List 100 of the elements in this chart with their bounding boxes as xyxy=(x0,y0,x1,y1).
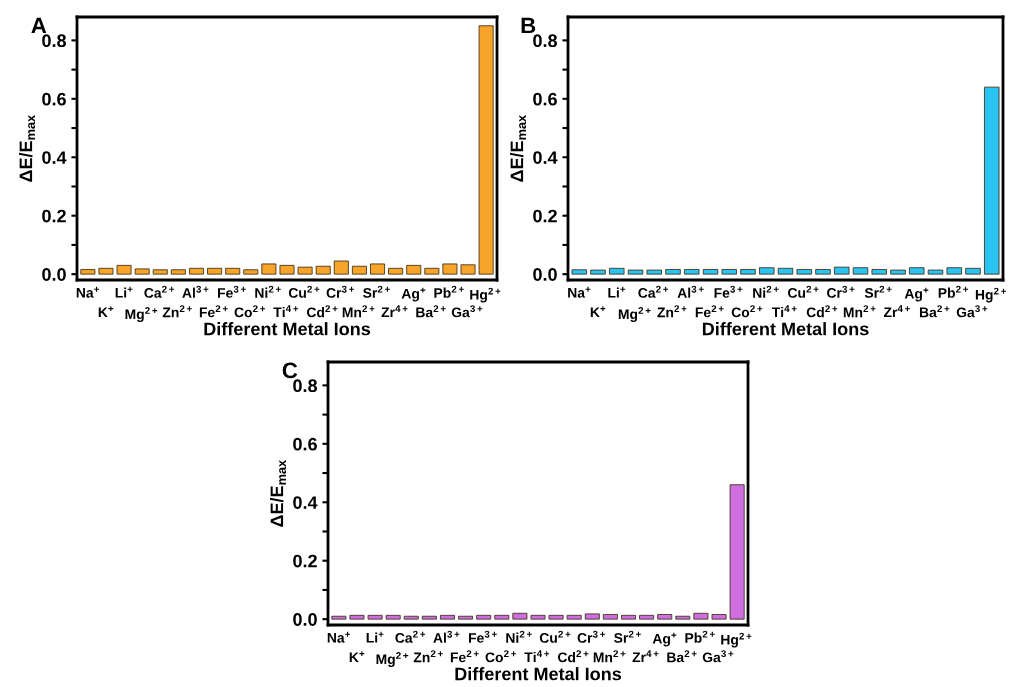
bar xyxy=(693,612,709,620)
bar xyxy=(909,267,925,275)
x-tick-label: Mg$^{2+}$ xyxy=(376,652,409,667)
y-tick-label: 0.2 xyxy=(293,554,317,568)
bar xyxy=(675,615,691,620)
bar xyxy=(421,615,437,620)
y-tick-label: 0.0 xyxy=(42,268,66,281)
x-tick-label: Al$^{3+}$ xyxy=(677,285,704,298)
bar xyxy=(189,267,204,275)
bar xyxy=(351,265,367,275)
x-tick-label: Pb$^{2+}$ xyxy=(685,630,715,643)
bar xyxy=(403,615,419,620)
bar xyxy=(315,265,331,275)
x-tick-label: Ca$^{2+}$ xyxy=(395,630,426,643)
bar xyxy=(927,269,944,275)
y-tick-label: 0.6 xyxy=(293,437,317,451)
x-tick-label: Cr$^{3+}$ xyxy=(827,285,855,298)
bar xyxy=(134,268,150,275)
x-tick-label: Zr$^{4+}$ xyxy=(632,650,659,663)
bar xyxy=(984,86,1000,275)
x-tick-label: Ti$^{4+}$ xyxy=(524,650,550,663)
x-tick-label: Sr$^{2+}$ xyxy=(363,285,390,298)
bar xyxy=(657,614,673,620)
bar xyxy=(243,269,259,275)
x-tick-label: Mg$^{2+}$ xyxy=(618,307,651,322)
bar xyxy=(385,614,401,620)
x-tick-label: Fe$^{3+}$ xyxy=(714,285,743,298)
x-tick-label: Al$^{3+}$ xyxy=(182,285,209,298)
x-tick-label: Ga$^{3+}$ xyxy=(956,305,988,318)
x-tick-label: K$^{+}$ xyxy=(349,651,365,663)
bar xyxy=(349,614,365,620)
bar xyxy=(388,267,404,275)
x-tick-label: Ba$^{2+}$ xyxy=(919,305,950,318)
bar xyxy=(207,267,223,275)
x-tick-label: Cr$^{3+}$ xyxy=(326,285,355,298)
bar xyxy=(759,267,775,275)
y-tick-label: 0.4 xyxy=(293,496,318,509)
chart-title: B xyxy=(521,17,536,34)
y-tick-label: 0.6 xyxy=(42,92,66,106)
x-tick-label: Cd$^{2+}$ xyxy=(557,650,589,663)
bar xyxy=(297,266,313,275)
bar xyxy=(494,614,510,620)
y-tick-label: 0.4 xyxy=(42,151,67,164)
bar xyxy=(367,614,383,620)
x-tick-label: Zr$^{4+}$ xyxy=(381,305,408,318)
bar xyxy=(261,263,277,275)
x-tick-label: Ba$^{2+}$ xyxy=(667,650,697,663)
x-tick-label: Ag$^{+}$ xyxy=(652,632,677,647)
x-tick-label: Sr$^{2+}$ xyxy=(614,630,641,643)
x-tick-label: Cu$^{2+}$ xyxy=(539,630,571,643)
x-tick-label: Fe$^{2+}$ xyxy=(695,305,724,318)
x-tick-label: Zn$^{2+}$ xyxy=(413,650,443,663)
bar xyxy=(609,267,625,275)
x-tick-label: Pb$^{2+}$ xyxy=(938,285,969,298)
x-axis-title: Different Metal Ions xyxy=(204,322,371,336)
x-tick-label: Ca$^{2+}$ xyxy=(144,285,175,298)
bar xyxy=(834,266,850,275)
x-tick-label: Co$^{2+}$ xyxy=(485,650,517,663)
bar xyxy=(279,264,295,275)
bar xyxy=(116,264,132,275)
bar xyxy=(646,269,662,275)
x-tick-label: Na$^{+}$ xyxy=(568,286,591,298)
x-tick-label: Ga$^{3+}$ xyxy=(451,305,483,318)
bar xyxy=(424,267,440,275)
bar xyxy=(225,267,241,275)
y-tick-label: 0.8 xyxy=(293,379,318,393)
y-tick-label: 0.2 xyxy=(42,209,66,223)
x-axis-title: Different Metal Ions xyxy=(455,667,622,681)
bar xyxy=(170,269,186,275)
x-tick-label: Hg$^{2+}$ xyxy=(470,287,501,303)
x-tick-label: Ag$^{+}$ xyxy=(904,287,929,302)
bar xyxy=(777,267,794,275)
x-tick-label: Cd$^{2+}$ xyxy=(306,305,338,318)
x-tick-label: Fe$^{3+}$ xyxy=(217,285,246,298)
bar xyxy=(871,269,887,275)
bar xyxy=(721,269,737,275)
bar xyxy=(566,614,582,620)
x-tick-label: Co$^{2+}$ xyxy=(731,305,763,318)
bar xyxy=(458,615,474,620)
x-tick-label: Ti$^{4+}$ xyxy=(273,305,299,318)
y-tick-label: 0.0 xyxy=(533,268,557,281)
y-tick-label: 0.0 xyxy=(293,613,317,626)
x-tick-label: Zn$^{2+}$ xyxy=(162,305,192,318)
bar xyxy=(476,614,492,620)
bar xyxy=(370,263,385,275)
x-tick-label: Ag$^{+}$ xyxy=(401,287,426,302)
x-tick-label: Mn$^{2+}$ xyxy=(342,305,375,318)
y-tick-label: 0.2 xyxy=(533,209,557,223)
bar xyxy=(460,264,476,275)
bar xyxy=(711,614,727,620)
x-tick-label: Ni$^{2+}$ xyxy=(506,630,532,643)
x-tick-label: Cu$^{2+}$ xyxy=(288,285,320,298)
bar xyxy=(729,484,745,620)
x-tick-label: Na$^{+}$ xyxy=(76,286,100,298)
y-tick-label: 0.8 xyxy=(533,34,558,48)
x-tick-label: Mn$^{2+}$ xyxy=(843,305,876,318)
x-tick-label: Ca$^{2+}$ xyxy=(638,285,669,298)
x-tick-label: Fe$^{2+}$ xyxy=(450,650,479,663)
x-tick-label: Cu$^{2+}$ xyxy=(788,285,819,298)
bar xyxy=(665,269,681,275)
